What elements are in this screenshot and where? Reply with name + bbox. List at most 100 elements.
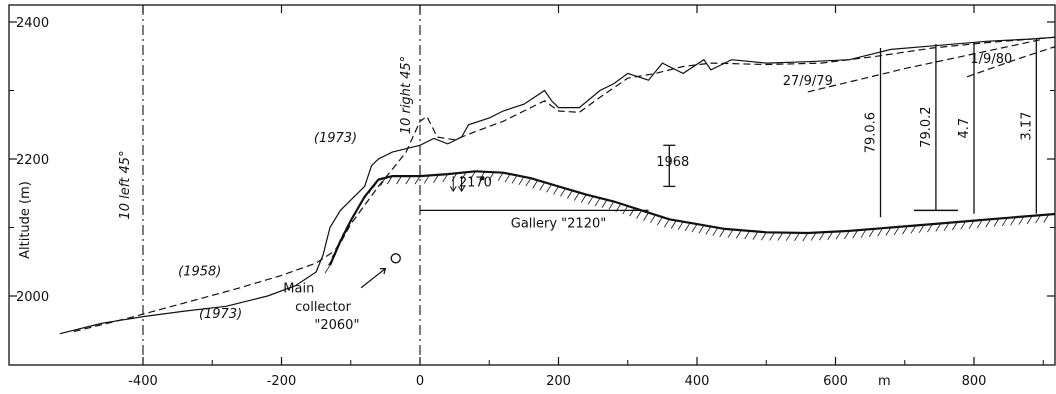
bed-hatch xyxy=(373,179,379,188)
bed-hatch xyxy=(1043,214,1050,223)
annotation-label: Gallery "2120" xyxy=(511,217,606,232)
bed-hatch xyxy=(935,223,942,232)
point-2170 xyxy=(480,175,485,181)
bed-hatch xyxy=(359,196,365,205)
bed-hatch xyxy=(769,232,775,241)
bed-hatch xyxy=(860,229,867,238)
annotation-label: (1973) xyxy=(199,307,242,322)
bed-hatch xyxy=(684,222,691,232)
series-line xyxy=(328,170,1055,266)
bed-hatch xyxy=(1010,217,1016,226)
x-tick-label: 600 xyxy=(823,374,848,389)
bed-hatch xyxy=(324,264,331,274)
bed-hatch xyxy=(345,220,352,229)
y-axis-ticks: 2000 2200 2400 xyxy=(9,16,1055,305)
bed-hatch xyxy=(918,224,925,233)
bed-hatch xyxy=(546,184,552,193)
bed-hatch xyxy=(525,177,532,187)
bed-hatch xyxy=(657,216,663,226)
reference-line-label: 10 left 45° xyxy=(118,150,133,219)
bed-hatch xyxy=(433,174,439,183)
x-axis-unit: m xyxy=(878,374,891,389)
bed-hatch xyxy=(331,248,338,258)
bed-hatch xyxy=(943,222,950,231)
bed-hatch xyxy=(677,221,684,230)
main-collector-marker xyxy=(390,253,401,264)
bed-hatch xyxy=(1018,216,1025,225)
bed-hatch xyxy=(643,212,649,221)
series-line xyxy=(807,38,1044,93)
bed-hatch xyxy=(877,227,883,237)
annotation-label: (1973) xyxy=(314,131,357,146)
bed-hatch xyxy=(893,226,900,236)
annotation-label: Main xyxy=(283,282,314,297)
bed-hatch xyxy=(827,231,834,240)
bed-hatch xyxy=(902,225,908,235)
flow-arrowhead xyxy=(458,186,465,193)
bed-hatch xyxy=(719,228,726,238)
bed-hatch xyxy=(712,227,719,236)
bed-hatch xyxy=(350,212,356,221)
bed-hatch xyxy=(470,171,476,180)
bed-hatch xyxy=(622,205,629,215)
bed-hatch xyxy=(650,214,656,224)
annotation-label: 1/9/80 xyxy=(970,52,1012,67)
plot-frame xyxy=(8,4,1056,366)
bed-hatch xyxy=(670,220,677,229)
bed-hatch xyxy=(835,231,842,240)
plot-border xyxy=(8,4,1056,366)
y-axis-label: Altitude (m) xyxy=(18,181,33,259)
bed-hatch xyxy=(442,173,449,183)
bed-hatch xyxy=(663,219,670,228)
x-tick-label: -400 xyxy=(128,374,158,389)
bed-hatch xyxy=(927,223,933,233)
bed-hatch xyxy=(539,182,545,191)
annotation-label: 27/9/79 xyxy=(783,74,833,89)
bed-hatch xyxy=(488,172,495,181)
bed-hatch xyxy=(338,234,345,243)
x-tick-label: -200 xyxy=(267,374,297,389)
bed-hatch xyxy=(532,180,539,189)
series-line xyxy=(73,36,1055,333)
bed-hatch xyxy=(608,201,615,210)
bed-hatch xyxy=(335,240,341,250)
x-tick-label: 400 xyxy=(685,374,710,389)
bed-hatch xyxy=(629,207,636,217)
y-tick-label: 2000 xyxy=(16,290,49,305)
x-axis-ticks: -400 -200 0 200 400 600 800 xyxy=(128,5,1044,389)
bed-hatch xyxy=(744,230,750,240)
annotation-label: (1958) xyxy=(178,264,221,279)
reference-line-label: 10 right 45° xyxy=(399,56,414,134)
bed-hatch xyxy=(363,190,370,200)
bed-hatch xyxy=(497,172,504,181)
bed-hatch xyxy=(910,225,917,234)
bed-hatch xyxy=(587,196,594,205)
bed-hatch xyxy=(1001,217,1008,227)
bed-hatch xyxy=(504,173,511,183)
y-tick-label: 2400 xyxy=(16,16,49,31)
y-tick-label: 2200 xyxy=(16,153,49,168)
profile-series xyxy=(59,36,1055,335)
bed-hatch xyxy=(844,230,850,240)
bed-hatch xyxy=(573,192,580,201)
bed-hatch xyxy=(785,232,792,241)
borehole-label: 79.0.2̄ xyxy=(919,106,934,147)
reference-verticals xyxy=(142,5,421,365)
series-line xyxy=(966,46,1055,78)
bed-hatch xyxy=(405,175,412,185)
bed-hatch xyxy=(777,232,784,241)
annotation-label: "2060" xyxy=(314,318,359,333)
bed-hatch xyxy=(691,223,698,233)
bed-hatch xyxy=(885,227,892,236)
bed-hatch xyxy=(341,227,348,236)
x-tick-label: 0 xyxy=(416,374,424,389)
bed-hatch xyxy=(968,220,975,229)
bed-hatch xyxy=(553,186,559,195)
bed-hatch xyxy=(560,188,566,197)
bed-hatch xyxy=(580,194,587,203)
bed-hatch xyxy=(752,231,759,240)
x-tick-label: 200 xyxy=(546,374,571,389)
bed-hatch xyxy=(567,190,573,199)
boreholes: 79.0.6 79.0.2̄ 4̄.7̄ 3̄.1̄7̄ xyxy=(864,38,1037,218)
